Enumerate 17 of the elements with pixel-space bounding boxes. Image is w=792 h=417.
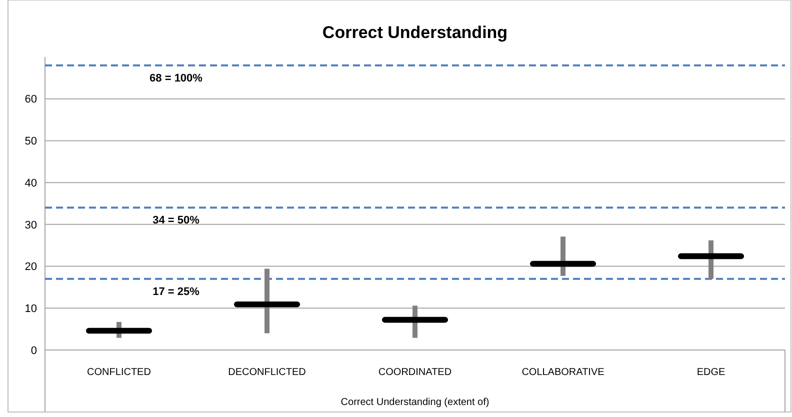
x-axis-title: Correct Understanding (extent of) xyxy=(340,397,490,408)
ref-line-label: 17 = 25% xyxy=(152,286,200,298)
x-tick-label: COORDINATED xyxy=(378,367,452,378)
x-tick-label: CONFLICTED xyxy=(87,367,151,378)
y-tick-label: 50 xyxy=(24,136,37,148)
y-tick-label: 10 xyxy=(24,302,37,315)
ref-line-label: 34 = 50% xyxy=(152,214,200,227)
y-tick-label: 60 xyxy=(24,94,37,106)
x-tick-label: DECONFLICTED xyxy=(228,367,306,378)
chart-title: Correct Understanding xyxy=(322,23,508,42)
x-tick-label: EDGE xyxy=(696,367,726,378)
x-tick-label: COLLABORATIVE xyxy=(522,367,605,378)
y-tick-label: 40 xyxy=(24,177,37,190)
y-tick-label: 30 xyxy=(24,219,37,232)
y-tick-label: 0 xyxy=(30,344,37,357)
y-tick-label: 20 xyxy=(24,261,37,274)
ref-line-label: 68 = 100% xyxy=(150,72,203,84)
